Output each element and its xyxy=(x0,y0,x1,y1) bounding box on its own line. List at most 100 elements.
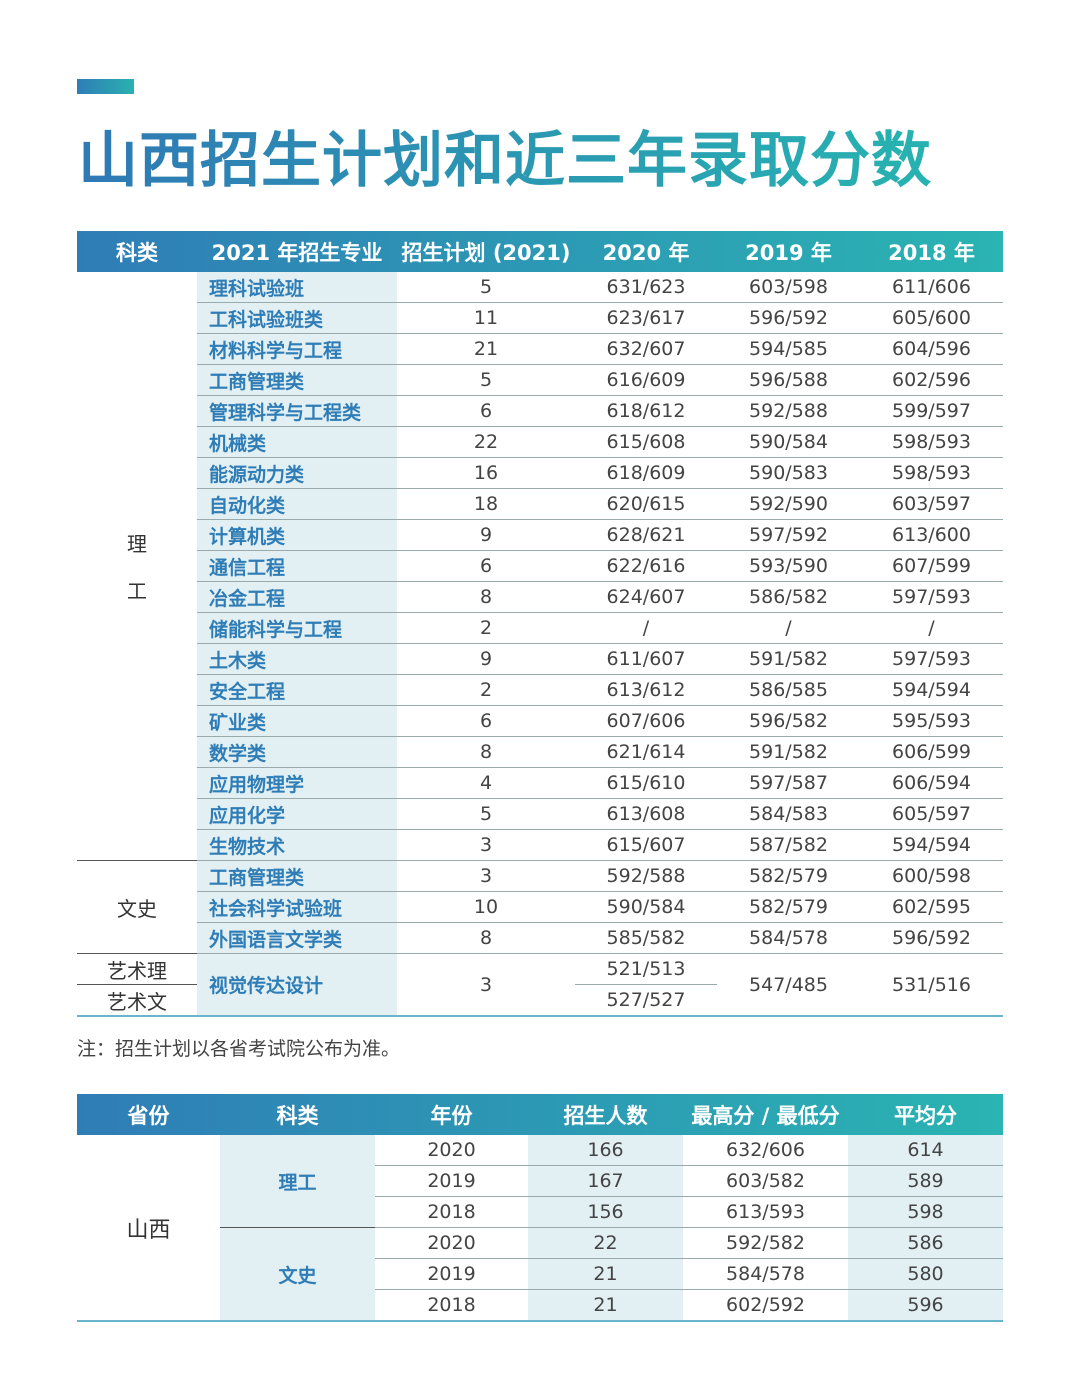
table-row: 材料科学与工程 21 632/607 594/585 604/596 xyxy=(77,333,1003,365)
value-cell: 604/596 xyxy=(860,333,1003,365)
value-cell: 615/610 xyxy=(575,767,717,799)
value-cell: 21 xyxy=(528,1258,683,1290)
value-cell: 22 xyxy=(528,1227,683,1259)
value-cell: 615/607 xyxy=(575,829,717,861)
value-cell: 611/607 xyxy=(575,643,717,675)
header-cell: 最高分 / 最低分 xyxy=(691,1103,840,1128)
value-cell: 591/582 xyxy=(717,643,860,675)
value-cell: 631/623 xyxy=(575,272,717,303)
major-cell: 矿业类 xyxy=(197,705,397,737)
value-cell: 166 xyxy=(528,1135,683,1166)
table-row: 工商管理类 5 616/609 596/588 602/596 xyxy=(77,364,1003,396)
value-cell: 21 xyxy=(528,1289,683,1322)
header-cell: 2020 年 xyxy=(602,240,690,265)
table-row: 数学类 8 621/614 591/582 606/599 xyxy=(77,736,1003,768)
value-cell: 595/593 xyxy=(860,705,1003,737)
value-cell: 592/588 xyxy=(717,395,860,427)
header-cell: 2021 年招生专业 xyxy=(211,240,383,265)
major-cell: 土木类 xyxy=(197,643,397,675)
table-row: 安全工程 2 613/612 586/585 594/594 xyxy=(77,674,1003,706)
value-cell: 632/606 xyxy=(683,1135,848,1166)
value-cell: 547/485 xyxy=(717,953,860,1017)
category-cell: 艺术文 xyxy=(77,984,197,1017)
table-row: 2018 156 613/593 598 xyxy=(77,1196,1003,1228)
value-cell: 597/587 xyxy=(717,767,860,799)
major-cell: 机械类 xyxy=(197,426,397,458)
major-cell: 自动化类 xyxy=(197,488,397,520)
value-cell: 596/588 xyxy=(717,364,860,396)
title: 山西招生计划和近三年录取分数 xyxy=(78,112,932,199)
value-cell: 597/592 xyxy=(717,519,860,551)
value-cell: 5 xyxy=(397,272,575,303)
table-row: 社会科学试验班 10 590/584 582/579 602/595 xyxy=(77,891,1003,923)
header-cell: 科类 xyxy=(116,240,158,265)
value-cell: 606/594 xyxy=(860,767,1003,799)
value-cell: 602/596 xyxy=(860,364,1003,396)
value-cell: 580 xyxy=(848,1258,1003,1290)
value-cell: 600/598 xyxy=(860,860,1003,892)
value-cell: 22 xyxy=(397,426,575,458)
category-text: 理 xyxy=(127,532,147,556)
table-row: 2018 21 602/592 596 xyxy=(77,1289,1003,1322)
value-cell: 596/592 xyxy=(717,302,860,334)
score-table: 省份 科类 年份 招生人数 最高分 / 最低分 平均分 山西 理工 2020 166 632/60… xyxy=(77,1094,1003,1322)
value-cell: 621/614 xyxy=(575,736,717,768)
major-cell: 数学类 xyxy=(197,736,397,768)
value-cell: 584/578 xyxy=(683,1258,848,1290)
value-cell: 2020 xyxy=(375,1135,528,1166)
value-cell: 593/590 xyxy=(717,550,860,582)
value-cell: 3 xyxy=(397,953,575,1017)
major-cell: 视觉传达设计 xyxy=(197,953,397,1017)
value-cell: 611/606 xyxy=(860,272,1003,303)
major-cell: 工商管理类 xyxy=(197,860,397,892)
value-cell: 590/583 xyxy=(717,457,860,489)
value-cell: 9 xyxy=(397,519,575,551)
table-row: 艺术文 527/527 xyxy=(77,984,1003,1017)
header-cell: 2018 年 xyxy=(888,240,975,265)
value-cell: 597/593 xyxy=(860,643,1003,675)
value-cell: 586/585 xyxy=(717,674,860,706)
category-cell: 艺术理 xyxy=(77,953,197,985)
value-cell: 614 xyxy=(848,1135,1003,1166)
value-cell: 592/582 xyxy=(683,1227,848,1259)
header-row: 科类 2021 年招生专业 招生计划 (2021) 2020 年 2019 年 2018 … xyxy=(77,231,1003,272)
value-cell: 605/597 xyxy=(860,798,1003,830)
value-cell: 584/578 xyxy=(717,922,860,954)
category-cell: 文史 xyxy=(220,1227,375,1322)
value-cell: 618/609 xyxy=(575,457,717,489)
value-cell: 628/621 xyxy=(575,519,717,551)
header-cell: 省份 xyxy=(127,1103,170,1128)
value-cell: 582/579 xyxy=(717,891,860,923)
value-cell: 607/599 xyxy=(860,550,1003,582)
major-cell: 管理科学与工程类 xyxy=(197,395,397,427)
table-row: 2019 167 603/582 589 xyxy=(77,1165,1003,1197)
major-cell: 生物技术 xyxy=(197,829,397,861)
value-cell: 582/579 xyxy=(717,860,860,892)
header-row: 省份 科类 年份 招生人数 最高分 / 最低分 平均分 xyxy=(77,1094,1003,1135)
category-text: 文史 xyxy=(117,896,157,921)
value-cell: 2020 xyxy=(375,1227,528,1259)
value-cell: 2 xyxy=(397,674,575,706)
value-cell: 603/597 xyxy=(860,488,1003,520)
value-cell: 156 xyxy=(528,1196,683,1228)
admission-table: 科类 2021 年招生专业 招生计划 (2021) 2020 年 2019 年 2018 … xyxy=(77,231,1003,1017)
header-cell: 平均分 xyxy=(894,1103,957,1128)
table-row: 应用化学 5 613/608 584/583 605/597 xyxy=(77,798,1003,830)
value-cell: 613/608 xyxy=(575,798,717,830)
value-cell: 618/612 xyxy=(575,395,717,427)
value-cell: 622/616 xyxy=(575,550,717,582)
value-cell: 598 xyxy=(848,1196,1003,1228)
value-cell: 602/592 xyxy=(683,1289,848,1322)
table-row: 文史 2020 22 592/582 586 xyxy=(77,1227,1003,1322)
value-cell: 6 xyxy=(397,395,575,427)
table-row: 冶金工程 8 624/607 586/582 597/593 xyxy=(77,581,1003,613)
major-cell: 理科试验班 xyxy=(197,272,397,303)
value-cell: 623/617 xyxy=(575,302,717,334)
table-row: 储能科学与工程 2// / xyxy=(77,612,1003,644)
category-cell: 理工 xyxy=(77,272,197,861)
value-cell: 613/600 xyxy=(860,519,1003,551)
value-cell: 596/592 xyxy=(860,922,1003,954)
note: 注：招生计划以各省考试院公布为准。 xyxy=(77,1038,401,1060)
value-cell: 167 xyxy=(528,1165,683,1197)
